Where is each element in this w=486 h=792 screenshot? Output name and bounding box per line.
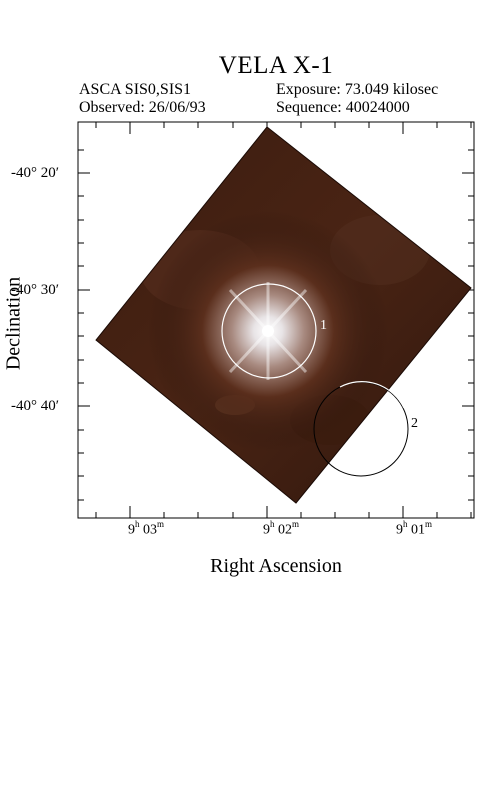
exposure-label: Exposure: 73.049 kilosec [276,81,439,98]
xtick-label: 9h 03m [128,519,165,538]
y-axis-label: Declination [2,276,25,371]
sequence-label: Sequence: 40024000 [276,99,410,116]
field-outline [95,126,472,504]
source-1-label: 1 [320,318,327,333]
ytick-label: -40° 40′ [11,398,60,414]
plot-frame [77,121,475,519]
source-region-2-light [339,381,405,409]
xtick-label: 9h 02m [263,519,300,538]
image-title: VELA X-1 [218,52,334,79]
instrument-label: ASCA SIS0,SIS1 [79,81,192,98]
ytick-label: -40° 20′ [11,165,60,181]
xtick-label: 9h 01m [396,519,433,538]
image-field [96,127,471,503]
source-region-1 [221,283,317,379]
observed-label: Observed: 26/06/93 [79,99,206,116]
ytick-label: -40° 30′ [11,282,60,298]
tick-marks [78,122,474,518]
source-2-label: 2 [411,416,418,431]
x-axis-label: Right Ascension [210,555,342,577]
